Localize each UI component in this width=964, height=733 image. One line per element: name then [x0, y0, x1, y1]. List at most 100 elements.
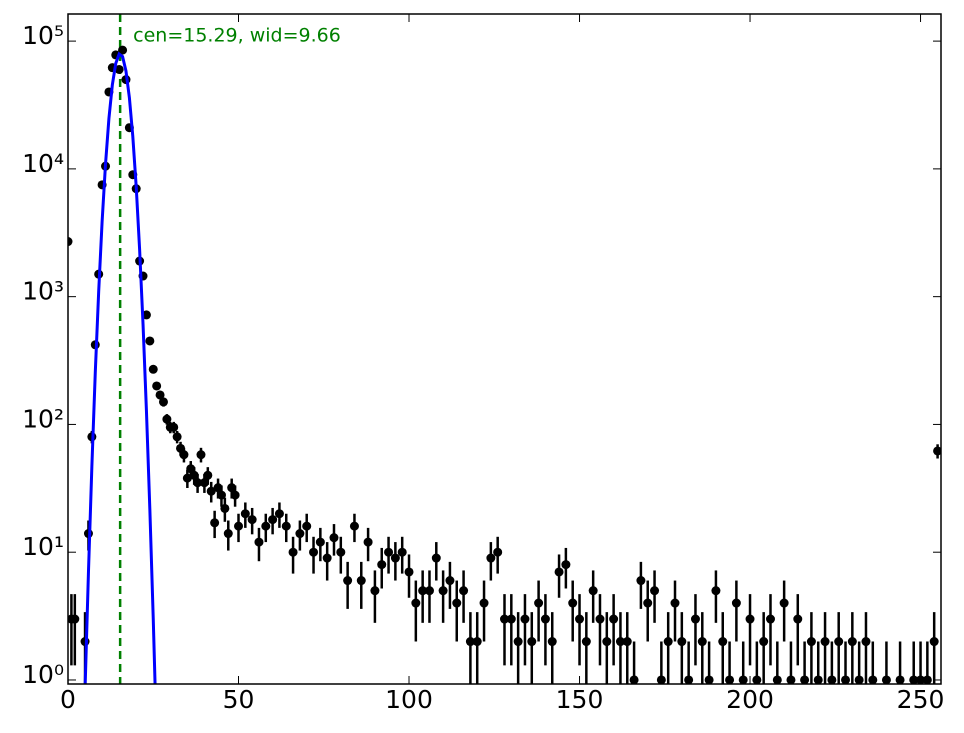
- data-point: [731, 598, 741, 608]
- data-point: [868, 675, 878, 684]
- data-point: [786, 675, 796, 684]
- data-point: [547, 637, 557, 647]
- data-point: [193, 478, 203, 488]
- data-point: [933, 446, 941, 456]
- data-point: [302, 521, 312, 531]
- data-point: [172, 432, 182, 442]
- data-point: [718, 637, 728, 647]
- data-point: [759, 637, 769, 647]
- data-point: [363, 537, 373, 547]
- x-tick-label: 50: [223, 685, 255, 714]
- data-point: [411, 598, 421, 608]
- data-point: [738, 675, 748, 684]
- data-point: [854, 675, 864, 684]
- data-point: [356, 576, 366, 586]
- y-tick-label: 10¹: [22, 532, 64, 561]
- data-point: [315, 537, 325, 547]
- data-point: [895, 675, 905, 684]
- data-point: [384, 547, 394, 557]
- y-tick-label: 10³: [22, 277, 64, 306]
- data-point: [118, 45, 128, 55]
- data-point: [247, 515, 257, 525]
- data-point: [206, 486, 216, 496]
- data-point: [540, 614, 550, 624]
- data-point: [813, 675, 823, 684]
- data-point: [223, 529, 233, 539]
- data-point: [820, 637, 830, 647]
- data-point: [513, 637, 523, 647]
- data-point: [677, 637, 687, 647]
- data-point: [158, 397, 168, 407]
- data-point: [793, 614, 803, 624]
- data-point: [636, 576, 646, 586]
- data-point: [752, 675, 762, 684]
- data-point: [152, 381, 162, 391]
- data-point: [295, 529, 305, 539]
- data-point: [162, 414, 172, 424]
- data-point: [445, 576, 455, 586]
- data-point: [268, 515, 278, 525]
- data-point: [663, 637, 673, 647]
- data-point: [561, 560, 571, 570]
- data-point: [827, 675, 837, 684]
- data-point: [479, 598, 489, 608]
- data-point: [568, 598, 578, 608]
- data-point: [230, 490, 240, 500]
- data-point: [834, 637, 844, 647]
- data-point: [155, 390, 165, 400]
- data-point: [322, 553, 332, 563]
- data-point: [254, 537, 264, 547]
- data-point: [656, 675, 666, 684]
- data-point: [431, 553, 441, 563]
- y-tick-label: 10⁴: [22, 149, 64, 178]
- data-point: [452, 598, 462, 608]
- x-tick-label: 250: [897, 685, 945, 714]
- data-point: [261, 521, 271, 531]
- data-point: [370, 586, 380, 596]
- data-point: [909, 675, 919, 684]
- data-point: [806, 637, 816, 647]
- annotation: cen=15.29, wid=9.66: [133, 25, 341, 47]
- x-tick-label: 150: [556, 685, 604, 714]
- data-point: [697, 637, 707, 647]
- data-point: [929, 637, 939, 647]
- data-point: [404, 567, 414, 577]
- data-point: [397, 547, 407, 557]
- x-tick-label: 200: [726, 685, 774, 714]
- data-point: [534, 598, 544, 608]
- data-point: [765, 614, 775, 624]
- data-point: [288, 547, 298, 557]
- data-point: [772, 675, 782, 684]
- data-point: [847, 637, 857, 647]
- plot-area: [68, 14, 941, 684]
- data-point: [500, 614, 509, 624]
- fit-line: [83, 51, 157, 684]
- data-point: [274, 509, 284, 519]
- data-point: [210, 518, 220, 528]
- data-point: [629, 675, 639, 684]
- data-point: [506, 614, 516, 624]
- data-point: [650, 586, 660, 596]
- data-point: [196, 450, 206, 460]
- data-point: [609, 614, 619, 624]
- data-point: [148, 364, 158, 374]
- data-point: [169, 422, 179, 432]
- data-point: [602, 637, 612, 647]
- data-point: [281, 521, 291, 531]
- data-point: [336, 547, 346, 557]
- data-point: [459, 586, 469, 596]
- data-point: [349, 521, 359, 531]
- data-point: [527, 637, 537, 647]
- data-point: [329, 533, 339, 543]
- y-tick-label: 10²: [22, 404, 64, 433]
- data-point: [595, 614, 605, 624]
- data-point: [881, 675, 891, 684]
- data-point: [520, 614, 530, 624]
- y-tick-label: 10⁰: [22, 660, 64, 689]
- data-point: [486, 553, 496, 563]
- data-point: [343, 576, 353, 586]
- data-point: [575, 614, 585, 624]
- data-point: [745, 614, 755, 624]
